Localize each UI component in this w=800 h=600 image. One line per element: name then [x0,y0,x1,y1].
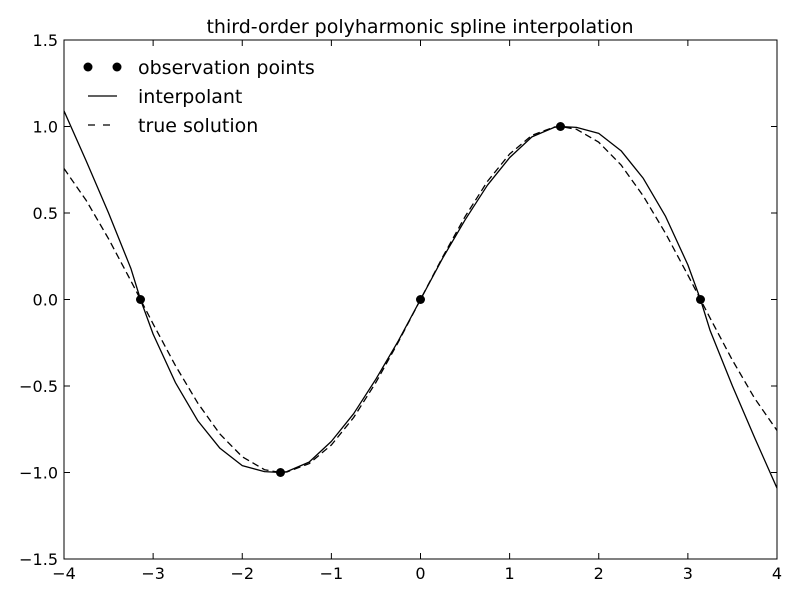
legend: observation points interpolant true soluti… [83,57,315,137]
observation-point [416,295,425,304]
legend-label: true solution [138,115,258,137]
legend-label: interpolant [138,86,242,108]
x-tick-label: −3 [141,564,165,583]
x-axis: −4 −3 −2 −1 0 1 2 3 4 [52,40,782,583]
y-tick-label: 1.5 [33,31,58,50]
x-tick-label: −1 [320,564,344,583]
chart-title: third-order polyharmonic spline interpol… [206,16,633,38]
x-tick-label: 3 [683,564,693,583]
plot-markers [136,122,705,477]
legend-label: observation points [138,57,315,79]
y-tick-label: 0.5 [33,204,58,223]
y-tick-label: 1.0 [33,118,58,137]
observation-point [136,295,146,304]
y-axis: −1.5 −1.0 −0.5 0.0 0.5 1.0 1.5 [19,31,777,569]
observation-point [276,468,286,477]
legend-entry-true-solution: true solution [88,115,258,137]
y-tick-label: 0.0 [33,291,58,310]
legend-marker [112,62,122,72]
legend-marker [83,62,93,72]
x-tick-label: −4 [52,564,76,583]
y-tick-label: −0.5 [19,377,58,396]
x-tick-label: 2 [594,564,604,583]
observation-point [695,295,705,304]
y-tick-label: −1.5 [19,550,58,569]
x-tick-label: 4 [772,564,782,583]
y-tick-label: −1.0 [19,464,58,483]
x-tick-label: −2 [230,564,254,583]
legend-entry-observation-points: observation points [83,57,315,79]
x-tick-label: 0 [415,564,425,583]
observation-point [555,122,565,131]
true-solution-line [64,125,777,474]
legend-entry-interpolant: interpolant [88,86,242,108]
x-tick-label: 1 [505,564,515,583]
